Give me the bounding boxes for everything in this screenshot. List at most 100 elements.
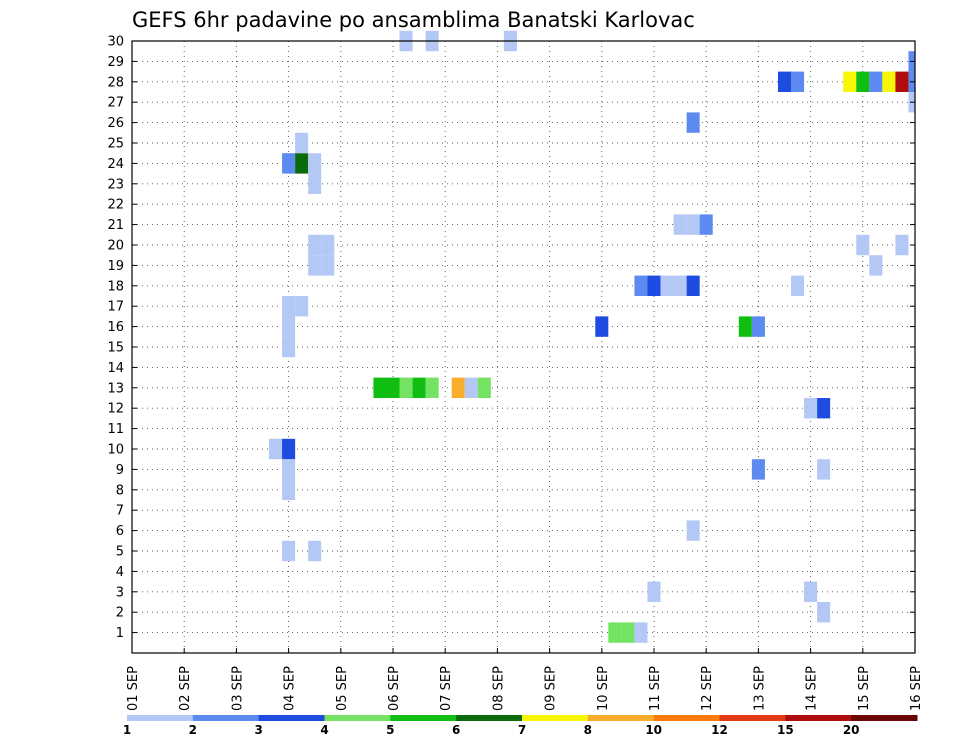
heatmap-cell bbox=[869, 71, 883, 92]
heatmap-cell bbox=[295, 153, 309, 174]
legend-swatch bbox=[192, 715, 260, 721]
heatmap-cell bbox=[308, 255, 322, 276]
heatmap-cell bbox=[282, 336, 296, 358]
x-tick-label: 11 SEP bbox=[648, 666, 663, 711]
heatmap-cell bbox=[843, 71, 857, 92]
y-tick-label: 5 bbox=[116, 545, 124, 560]
y-tick-label: 18 bbox=[107, 279, 124, 294]
x-tick-label: 16 SEP bbox=[909, 666, 924, 711]
y-tick-label: 11 bbox=[107, 422, 124, 437]
x-tick-label: 07 SEP bbox=[439, 666, 454, 711]
y-axis-ticks: 1234567891011121314151617181920212223242… bbox=[107, 35, 915, 641]
y-tick-label: 23 bbox=[107, 177, 124, 192]
x-tick-label: 04 SEP bbox=[283, 666, 298, 711]
heatmap-cell bbox=[856, 71, 870, 92]
y-tick-label: 10 bbox=[107, 443, 124, 458]
heatmap-cell bbox=[308, 234, 322, 256]
x-tick-label: 14 SEP bbox=[805, 666, 820, 711]
y-tick-label: 13 bbox=[107, 381, 124, 396]
heatmap-cell bbox=[295, 132, 309, 154]
heatmap-cell bbox=[308, 173, 322, 194]
heatmap-cell bbox=[647, 275, 661, 296]
x-axis-ticks: 01 SEP 02 SEP 03 SEP 04 SEP 05 SEP 06 SEP 07 S… bbox=[126, 648, 924, 711]
y-tick-label: 1 bbox=[116, 626, 124, 641]
y-tick-label: 24 bbox=[107, 157, 124, 172]
heatmap-cell bbox=[621, 622, 635, 643]
x-tick-label: 13 SEP bbox=[752, 666, 767, 711]
x-tick-label: 02 SEP bbox=[178, 666, 193, 711]
heatmap-cell bbox=[817, 459, 831, 480]
heatmap-cell bbox=[282, 296, 296, 317]
x-tick-label: 01 SEP bbox=[126, 666, 141, 711]
legend-swatch bbox=[587, 715, 655, 721]
heatmap-cell bbox=[673, 275, 687, 296]
y-tick-label: 4 bbox=[116, 565, 124, 580]
legend-swatch bbox=[653, 715, 720, 721]
heatmap-cell bbox=[477, 377, 491, 398]
heatmap-cell bbox=[869, 255, 883, 276]
heatmap-cell bbox=[804, 581, 818, 602]
y-tick-label: 14 bbox=[107, 361, 124, 376]
y-tick-label: 30 bbox=[107, 35, 124, 50]
x-tick-label: 15 SEP bbox=[857, 666, 872, 711]
y-tick-label: 26 bbox=[107, 116, 124, 131]
y-tick-label: 6 bbox=[116, 524, 124, 539]
y-tick-label: 21 bbox=[107, 218, 124, 233]
grid-lines bbox=[132, 40, 915, 653]
heatmap-cell bbox=[647, 581, 661, 602]
heatmap-cell bbox=[282, 153, 296, 174]
heatmap-cell bbox=[673, 214, 687, 235]
legend-label: 4 bbox=[320, 723, 328, 737]
x-tick-label: 08 SEP bbox=[491, 666, 506, 711]
legend-label: 2 bbox=[189, 723, 197, 737]
heatmap-cell bbox=[308, 153, 322, 174]
x-tick-label: 05 SEP bbox=[335, 666, 350, 711]
y-tick-label: 17 bbox=[107, 300, 124, 315]
y-tick-label: 29 bbox=[107, 55, 124, 70]
heatmap-cell bbox=[308, 540, 322, 562]
heatmap-cell bbox=[738, 316, 752, 337]
heatmap-cell bbox=[282, 479, 296, 500]
data-cells bbox=[269, 30, 915, 643]
y-tick-label: 15 bbox=[107, 341, 124, 356]
legend-label: 8 bbox=[584, 723, 592, 737]
legend-swatch bbox=[127, 715, 194, 721]
y-tick-label: 9 bbox=[116, 463, 124, 478]
heatmap-cell bbox=[608, 622, 622, 643]
heatmap-cell bbox=[399, 377, 413, 398]
heatmap-cell bbox=[269, 438, 283, 460]
legend-swatch bbox=[851, 715, 918, 721]
heatmap-cell bbox=[386, 377, 400, 398]
heatmap-cell bbox=[882, 71, 896, 92]
heatmap-cell bbox=[321, 234, 335, 256]
y-tick-label: 19 bbox=[107, 259, 124, 274]
legend-label: 1 bbox=[123, 723, 131, 737]
heatmap-cell bbox=[791, 275, 805, 296]
legend-label: 3 bbox=[254, 723, 262, 737]
legend-label: 6 bbox=[452, 723, 460, 737]
heatmap-cell bbox=[634, 275, 648, 296]
color-legend: 1 2 3 4 5 6 7 8 10 12 15 20 bbox=[123, 715, 918, 737]
heatmap-cell bbox=[895, 71, 909, 92]
heatmap-cell bbox=[804, 398, 818, 419]
y-tick-label: 2 bbox=[116, 606, 124, 621]
y-tick-label: 3 bbox=[116, 585, 124, 600]
heatmap-cell bbox=[817, 398, 831, 419]
chart-title: GEFS 6hr padavine po ansamblima Banatski… bbox=[132, 8, 695, 32]
legend-label: 5 bbox=[386, 723, 394, 737]
heatmap-cell bbox=[686, 214, 700, 235]
x-tick-label: 12 SEP bbox=[700, 666, 715, 711]
legend-label: 10 bbox=[645, 723, 662, 737]
heatmap-cell bbox=[634, 622, 648, 643]
y-tick-label: 28 bbox=[107, 75, 124, 90]
y-tick-label: 27 bbox=[107, 96, 124, 111]
y-tick-label: 8 bbox=[116, 483, 124, 498]
heatmap-cell bbox=[412, 377, 426, 398]
y-tick-label: 22 bbox=[107, 198, 124, 213]
legend-label: 12 bbox=[711, 723, 728, 737]
heatmap-cell bbox=[791, 71, 805, 92]
x-tick-label: 03 SEP bbox=[230, 666, 245, 711]
heatmap-cell bbox=[817, 602, 831, 623]
legend-swatch bbox=[258, 715, 325, 721]
